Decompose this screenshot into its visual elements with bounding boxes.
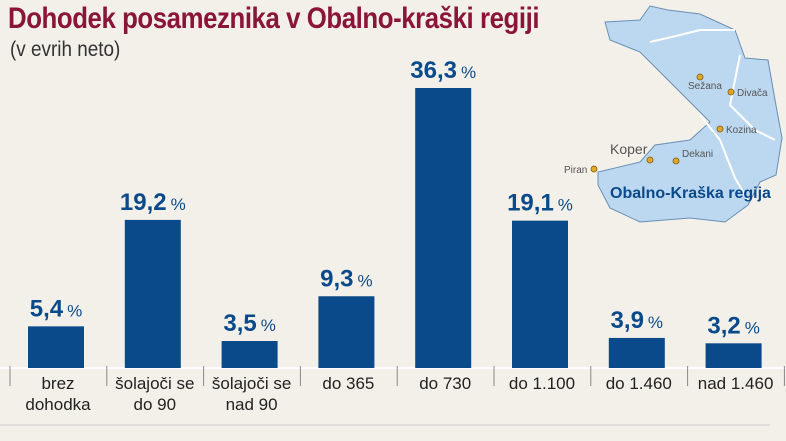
place-label: Piran — [564, 165, 587, 176]
place-dot — [590, 165, 598, 173]
bar — [415, 88, 472, 368]
region-label: Obalno-Kraška regija — [610, 185, 771, 202]
data-label: 36,3% — [410, 57, 476, 84]
category-label: do 90 — [134, 395, 177, 414]
category-label: dohodka — [25, 395, 91, 414]
data-label: 5,4% — [30, 295, 83, 322]
category-label: šolajoči se — [212, 374, 291, 393]
category-label: do 1.460 — [606, 374, 672, 393]
data-label: 3,9% — [611, 307, 664, 334]
place-dot — [716, 125, 724, 133]
category-label: do 1.100 — [509, 374, 575, 393]
place-dot — [727, 88, 735, 96]
chart-subtitle: (v evrih neto) — [10, 38, 121, 61]
category-label: nad 90 — [226, 395, 278, 414]
bar — [124, 219, 181, 368]
category-label: brez — [41, 374, 74, 393]
place-markers: Sežana Divača Kozina Koper Dekani Piran Obalno… — [564, 73, 771, 202]
bar — [512, 220, 568, 368]
data-label: 19,2% — [120, 189, 186, 216]
bar — [705, 343, 762, 368]
category-label: do 365 — [322, 374, 374, 393]
region-shape — [597, 5, 783, 223]
data-label: 19,1% — [507, 190, 573, 217]
data-label: 3,5% — [223, 310, 276, 337]
place-label: Kozina — [726, 125, 757, 136]
place-label: Koper — [610, 141, 648, 157]
place-dot — [696, 73, 704, 81]
place-label: Dekani — [682, 149, 713, 160]
data-label: 3,2% — [707, 312, 760, 339]
bar — [221, 341, 278, 368]
place-dot — [646, 156, 654, 164]
data-label: 9,3% — [320, 265, 373, 292]
place-label: Divača — [737, 88, 768, 99]
region-map: Sežana Divača Kozina Koper Dekani Piran Obalno… — [564, 5, 783, 223]
category-label: šolajoči se — [115, 374, 194, 393]
place-label: Sežana — [688, 81, 722, 92]
chart-title: Dohodek posameznika v Obalno-kraški regi… — [8, 2, 540, 35]
bar — [28, 326, 84, 368]
category-label: nad 1.460 — [698, 374, 774, 393]
bar — [608, 337, 665, 368]
place-dot — [672, 157, 680, 165]
bar — [318, 296, 375, 368]
category-label: do 730 — [419, 374, 471, 393]
